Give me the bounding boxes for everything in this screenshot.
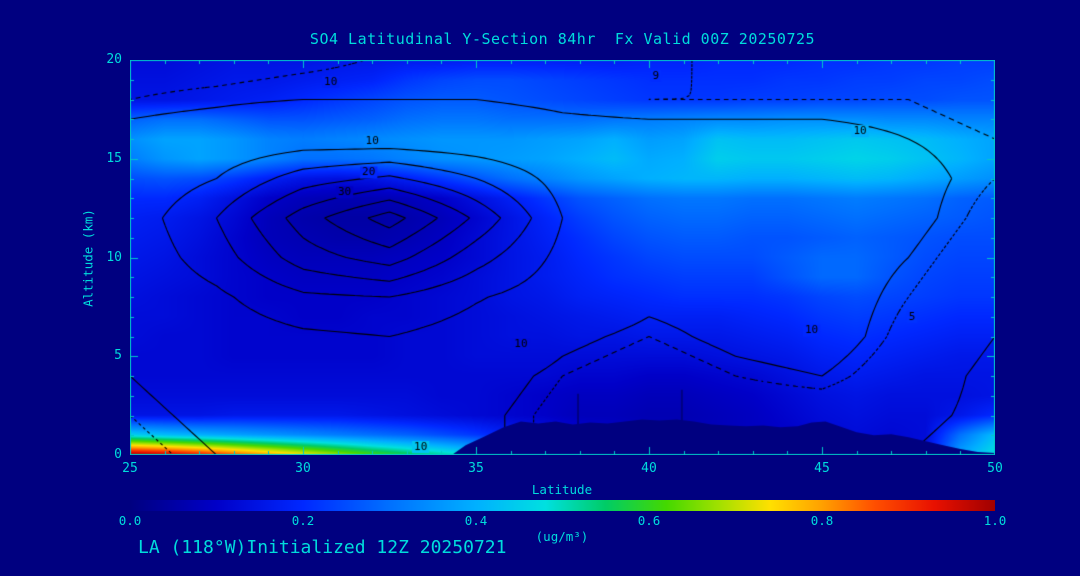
- plot-area: [130, 60, 995, 455]
- colorbar-tick-label: 1.0: [983, 513, 1007, 528]
- x-tick-label: 45: [814, 461, 830, 476]
- so4-section-canvas: [130, 60, 995, 455]
- y-tick-label: 5: [114, 348, 122, 364]
- x-tick-label: 50: [987, 461, 1003, 476]
- colorbar-tick-label: 0.4: [464, 513, 488, 528]
- y-axis-tick-labels: 0 5 10 15 20: [92, 52, 124, 462]
- colorbar-units-label: (ug/m³): [535, 529, 589, 544]
- x-tick-label: 30: [295, 461, 311, 476]
- init-info-label: LA (118°W)Initialized 12Z 20250721: [138, 537, 507, 558]
- x-axis-tick-labels: 25 30 35 40 45 50: [122, 461, 1003, 477]
- x-tick-label: 40: [641, 461, 657, 476]
- colorbar-tick-label: 0.0: [118, 513, 142, 528]
- x-tick-label: 25: [122, 461, 138, 476]
- colorbar-tick-label: 0.2: [291, 513, 315, 528]
- y-tick-label: 15: [106, 150, 122, 166]
- y-tick-label: 20: [106, 52, 122, 67]
- colorbar-tick-labels: 0.0 0.2 0.4 0.6 0.8 1.0: [119, 513, 1007, 528]
- y-tick-label: 10: [106, 249, 122, 265]
- y-tick-label: 0: [114, 447, 122, 462]
- colorbar: [130, 500, 995, 511]
- x-tick-label: 35: [468, 461, 484, 476]
- x-axis-title: Latitude: [531, 482, 593, 497]
- chart-title: SO4 Latitudinal Y-Section 84hr Fx Valid …: [309, 30, 816, 48]
- colorbar-tick-label: 0.6: [637, 513, 661, 528]
- colorbar-tick-label: 0.8: [810, 513, 834, 528]
